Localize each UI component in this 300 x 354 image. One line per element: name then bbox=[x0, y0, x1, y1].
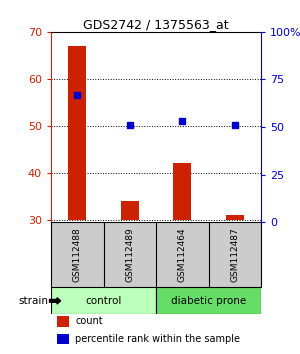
Bar bbox=[121, 201, 139, 220]
Bar bbox=[156, 287, 261, 314]
Text: GSM112489: GSM112489 bbox=[125, 227, 134, 282]
Text: GSM112487: GSM112487 bbox=[230, 227, 239, 282]
Title: GDS2742 / 1375563_at: GDS2742 / 1375563_at bbox=[83, 18, 229, 31]
Point bbox=[180, 119, 185, 124]
Point bbox=[232, 122, 237, 128]
Bar bbox=[51, 287, 156, 314]
Bar bbox=[57, 334, 69, 344]
Bar bbox=[68, 46, 86, 220]
Bar bbox=[226, 215, 244, 220]
Text: diabetic prone: diabetic prone bbox=[171, 296, 246, 306]
Text: count: count bbox=[75, 316, 103, 326]
Point bbox=[128, 122, 132, 128]
Bar bbox=[57, 316, 69, 327]
Text: GSM112464: GSM112464 bbox=[178, 228, 187, 282]
Text: strain: strain bbox=[18, 296, 48, 306]
Text: control: control bbox=[85, 296, 122, 306]
Text: GSM112488: GSM112488 bbox=[73, 227, 82, 282]
Point bbox=[75, 92, 80, 97]
Bar bbox=[173, 164, 191, 220]
Text: percentile rank within the sample: percentile rank within the sample bbox=[75, 334, 240, 344]
